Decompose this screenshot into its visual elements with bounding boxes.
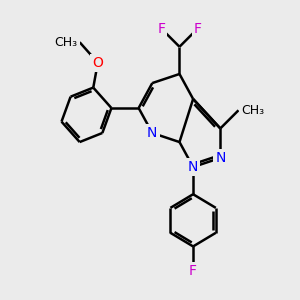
Text: F: F	[157, 22, 165, 36]
Text: N: N	[188, 160, 198, 174]
Text: O: O	[92, 56, 103, 70]
Text: CH₃: CH₃	[241, 104, 264, 117]
Text: N: N	[147, 126, 158, 140]
Text: F: F	[194, 22, 202, 36]
Text: CH₃: CH₃	[54, 36, 77, 49]
Text: N: N	[215, 151, 226, 165]
Text: F: F	[189, 264, 197, 278]
